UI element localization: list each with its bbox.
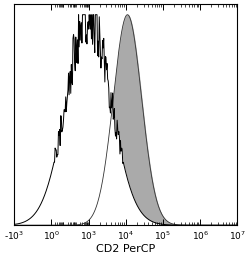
X-axis label: CD2 PerCP: CD2 PerCP [96,244,156,254]
